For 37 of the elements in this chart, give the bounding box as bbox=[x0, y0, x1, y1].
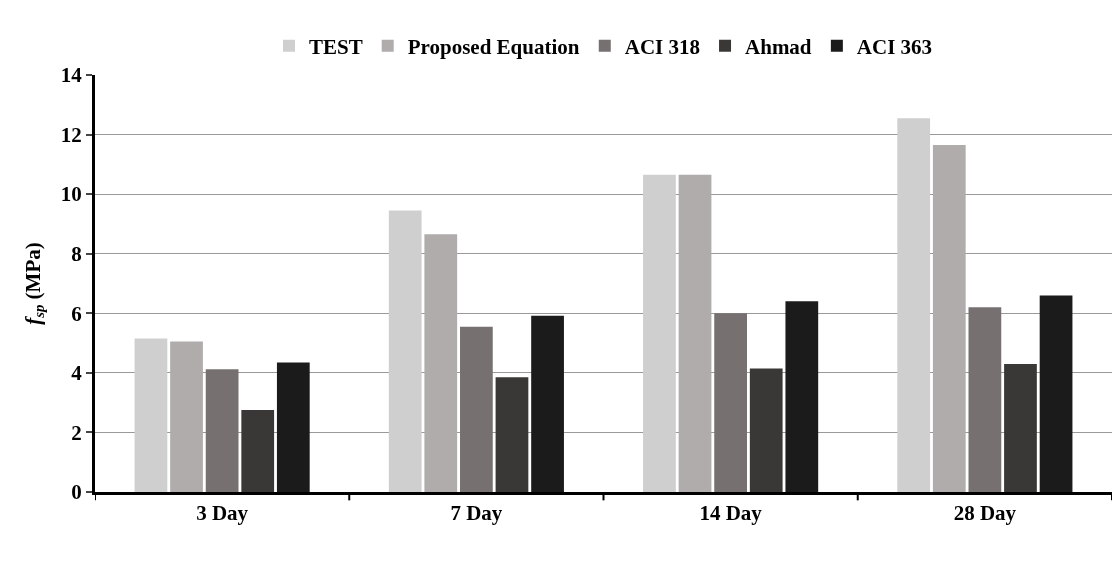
x-tick-label: 28 Day bbox=[953, 501, 1017, 526]
legend-label: ACI 363 bbox=[856, 35, 933, 59]
bar bbox=[714, 313, 747, 492]
bar bbox=[932, 145, 966, 492]
bar bbox=[276, 362, 310, 492]
y-tick-label: 8 bbox=[71, 242, 82, 267]
bar bbox=[531, 315, 564, 492]
y-tick-label: 0 bbox=[71, 480, 82, 505]
bar bbox=[968, 307, 1002, 492]
legend-label: ACI 318 bbox=[624, 35, 701, 59]
x-tick-label: 14 Day bbox=[699, 501, 763, 526]
x-tick-label: 3 Day bbox=[196, 501, 249, 526]
y-tick-label: 4 bbox=[71, 361, 83, 386]
y-tick-label: 6 bbox=[71, 301, 82, 326]
bar bbox=[897, 118, 931, 492]
bar bbox=[678, 174, 712, 492]
bar bbox=[495, 377, 529, 492]
bar bbox=[424, 234, 458, 492]
bar bbox=[170, 341, 203, 492]
bar bbox=[785, 301, 819, 492]
y-tick-label: 10 bbox=[60, 182, 82, 207]
y-tick-label: 14 bbox=[60, 63, 83, 88]
bar bbox=[134, 338, 168, 492]
x-tick-label: 7 Day bbox=[450, 501, 503, 526]
legend-label: Proposed Equation bbox=[407, 35, 580, 59]
legend-label: Ahmad bbox=[745, 35, 812, 59]
y-tick-label: 2 bbox=[71, 420, 82, 445]
bar bbox=[241, 410, 275, 492]
legend-label: TEST bbox=[309, 35, 363, 59]
y-tick-label: 12 bbox=[60, 122, 82, 147]
bar bbox=[1039, 295, 1073, 492]
bar bbox=[388, 210, 422, 492]
bar bbox=[205, 369, 239, 492]
bar bbox=[643, 174, 676, 492]
bar bbox=[749, 368, 783, 492]
bar bbox=[1004, 363, 1037, 492]
bar bbox=[460, 326, 493, 492]
